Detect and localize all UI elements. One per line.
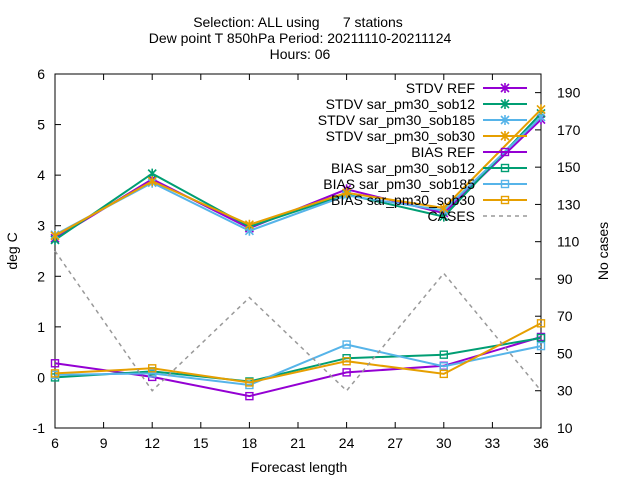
y2-tick-label: 30 [557,383,573,399]
y2-tick-label: 10 [557,420,573,436]
series-line [54,322,542,384]
x-tick-label: 6 [51,435,59,451]
y2-tick-label: 90 [557,271,573,287]
x-tick-label: 18 [242,435,258,451]
series-line [54,337,542,383]
data-point [536,319,546,328]
y-tick-label: 3 [37,218,45,234]
legend-item: STDV REF [406,80,527,96]
chart-title-line-1: Selection: ALL using 7 stations [193,14,403,30]
legend-marker [500,179,510,189]
legend-label: STDV sar_pm30_sob12 [326,96,476,112]
legend-item: CASES [428,208,527,224]
x-tick-label: 9 [100,435,108,451]
x-tick-label: 36 [533,435,549,451]
y-axis-label: deg C [4,232,20,269]
y2-tick-label: 170 [557,122,581,138]
legend-item: BIAS sar_pm30_sob185 [323,176,527,192]
y-tick-label: 2 [37,268,45,284]
legend-label: BIAS REF [411,144,475,160]
legend-marker [500,195,510,205]
y2-tick-label: 150 [557,159,581,175]
series-6 [50,340,546,390]
legend-marker [500,131,510,141]
x-tick-label: 15 [193,435,209,451]
series-line [54,112,542,241]
legend-item: STDV sar_pm30_sob30 [326,128,527,144]
y2-tick-label: 130 [557,196,581,212]
series-7 [50,319,546,387]
y2-tick-label: 110 [557,234,580,250]
series-3 [50,104,546,241]
y2-tick-label: 190 [557,85,581,101]
data-point [244,219,254,230]
y-tick-label: 5 [37,117,45,133]
legend-marker [500,163,510,173]
data-point [439,203,449,214]
legend-item: BIAS sar_pm30_sob30 [331,192,527,208]
chart-title: Selection: ALL using 7 stations Dew poin… [149,14,452,62]
series-layer [50,104,546,401]
data-point [439,350,448,359]
data-point [439,369,448,379]
series-line [54,250,542,392]
series-line [54,343,542,387]
x-axis-label: Forecast length [251,459,348,475]
y2-tick-label: 50 [557,345,573,361]
x-tick-label: 24 [339,435,355,451]
x-tick-label: 27 [387,435,403,451]
y-tick-label: -1 [33,420,46,436]
x-tick-label: 30 [436,435,452,451]
data-point [147,364,157,373]
legend-label: STDV REF [406,80,475,96]
data-point [536,333,546,343]
legend-marker [500,99,510,109]
data-point [536,104,546,115]
data-point [50,369,60,378]
legend-marker [500,115,510,125]
data-point [50,230,60,241]
data-point [245,378,254,387]
legend-label: STDV sar_pm30_sob185 [318,112,475,128]
x-axis: 6 9 12 15 18 21 24 27 30 33 36 [51,74,549,451]
data-point [147,369,157,378]
y-tick-label: 1 [37,319,45,335]
x-tick-label: 33 [485,435,501,451]
y-tick-label: 4 [37,167,45,183]
chart-title-line-3: Hours: 06 [270,46,331,62]
y-axis-left: -1 0 1 2 3 4 5 6 [33,66,61,436]
legend-marker [500,83,510,93]
data-point [245,391,254,401]
data-point [342,340,351,349]
data-point [147,176,157,187]
legend-item: BIAS REF [411,144,527,160]
legend-label: CASES [428,208,475,224]
legend-label: STDV sar_pm30_sob30 [326,128,476,144]
legend-label: BIAS sar_pm30_sob185 [323,176,475,192]
data-point [342,187,352,198]
series-line [54,108,542,237]
x-tick-label: 21 [290,435,306,451]
y-tick-label: 6 [37,66,45,82]
y2-axis-label: No cases [595,222,611,280]
x-tick-label: 12 [144,435,160,451]
y2-tick-label: 70 [557,308,573,324]
y-tick-label: 0 [37,369,45,385]
legend-label: BIAS sar_pm30_sob12 [331,160,475,176]
legend-item: STDV sar_pm30_sob185 [318,112,527,128]
legend-marker [500,147,510,157]
data-point [50,359,60,368]
legend-item: BIAS sar_pm30_sob12 [331,160,527,176]
data-point [342,357,351,366]
data-point [342,368,351,377]
legend-label: BIAS sar_pm30_sob30 [331,192,475,208]
series-8 [54,250,542,392]
chart-title-line-2: Dew point T 850hPa Period: 20211110-2021… [149,30,452,46]
data-point [536,341,546,351]
y-axis-right: 10 30 50 70 90 110 130 150 170 190 [535,85,581,436]
legend-item: STDV sar_pm30_sob12 [326,96,527,112]
series-line [54,336,542,398]
